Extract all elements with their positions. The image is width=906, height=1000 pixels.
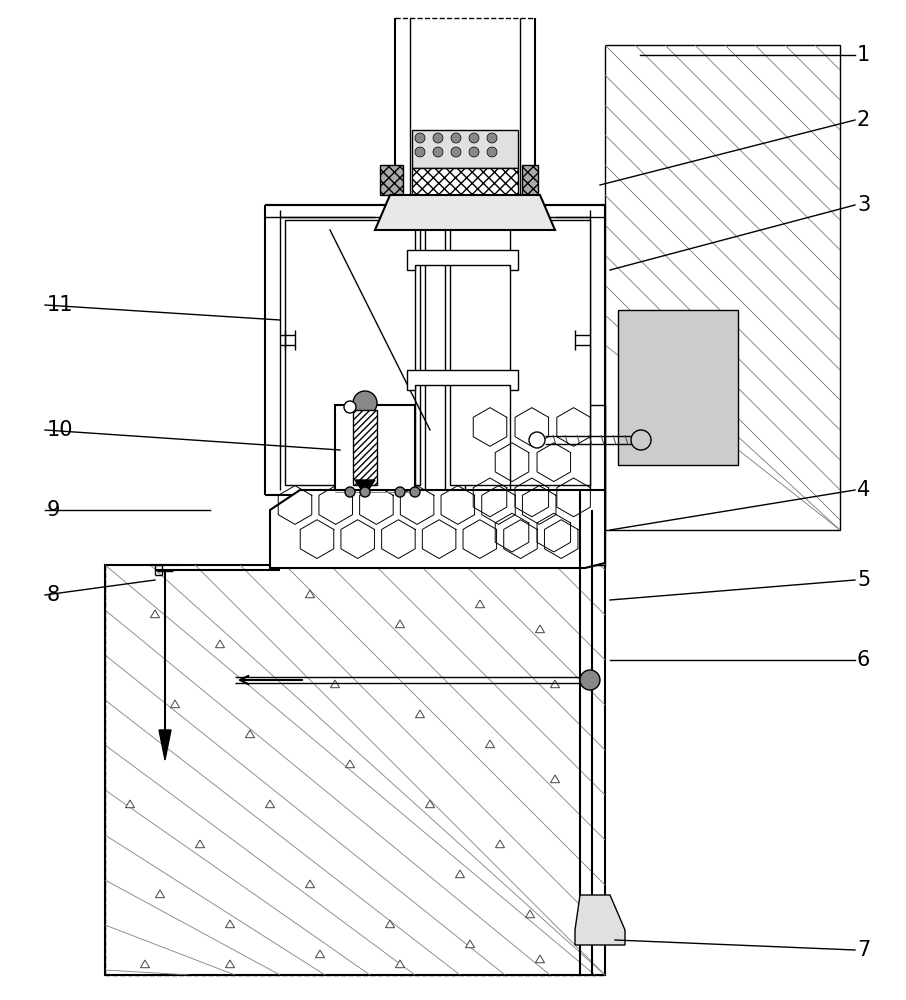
Polygon shape xyxy=(407,370,518,390)
Polygon shape xyxy=(380,165,403,195)
Text: 8: 8 xyxy=(47,585,60,605)
Polygon shape xyxy=(395,960,405,968)
Polygon shape xyxy=(226,960,235,968)
Polygon shape xyxy=(535,625,545,633)
Polygon shape xyxy=(375,195,555,230)
Polygon shape xyxy=(476,600,485,608)
Text: 4: 4 xyxy=(857,480,871,500)
Polygon shape xyxy=(456,870,465,878)
Polygon shape xyxy=(150,610,159,618)
Bar xyxy=(605,45,840,310)
Polygon shape xyxy=(486,740,495,748)
Polygon shape xyxy=(196,840,205,848)
Text: 11: 11 xyxy=(47,295,73,315)
Bar xyxy=(335,405,415,490)
Bar xyxy=(412,130,518,168)
Text: 10: 10 xyxy=(47,420,73,440)
Circle shape xyxy=(433,147,443,157)
Circle shape xyxy=(469,133,479,143)
Polygon shape xyxy=(105,565,605,975)
Text: 9: 9 xyxy=(47,500,61,520)
Polygon shape xyxy=(159,730,171,760)
Circle shape xyxy=(344,401,356,413)
Polygon shape xyxy=(466,940,475,948)
Polygon shape xyxy=(385,920,394,928)
Polygon shape xyxy=(156,890,165,898)
Circle shape xyxy=(433,133,443,143)
Polygon shape xyxy=(140,960,149,968)
Polygon shape xyxy=(426,800,435,808)
Polygon shape xyxy=(216,640,225,648)
Text: 2: 2 xyxy=(857,110,871,130)
Circle shape xyxy=(410,487,420,497)
Polygon shape xyxy=(270,490,605,568)
Polygon shape xyxy=(525,910,535,918)
Polygon shape xyxy=(407,250,518,270)
Polygon shape xyxy=(465,405,605,565)
Text: 1: 1 xyxy=(857,45,871,65)
Polygon shape xyxy=(355,480,375,495)
Polygon shape xyxy=(315,950,324,958)
Polygon shape xyxy=(246,730,255,738)
Polygon shape xyxy=(551,775,560,783)
Bar xyxy=(285,220,420,485)
Bar xyxy=(618,310,738,465)
Text: 7: 7 xyxy=(857,940,871,960)
Circle shape xyxy=(415,147,425,157)
Circle shape xyxy=(580,670,600,690)
Polygon shape xyxy=(605,45,840,530)
Circle shape xyxy=(415,133,425,143)
Circle shape xyxy=(345,487,355,497)
Bar xyxy=(353,410,377,485)
Text: 6: 6 xyxy=(857,650,871,670)
Circle shape xyxy=(529,432,545,448)
Bar xyxy=(450,220,590,485)
Polygon shape xyxy=(265,800,275,808)
Polygon shape xyxy=(345,760,354,768)
Circle shape xyxy=(631,430,651,450)
Circle shape xyxy=(395,487,405,497)
Circle shape xyxy=(353,391,377,415)
Polygon shape xyxy=(522,165,538,195)
Polygon shape xyxy=(226,920,235,928)
Polygon shape xyxy=(496,840,505,848)
Polygon shape xyxy=(575,895,625,945)
Circle shape xyxy=(487,133,497,143)
Polygon shape xyxy=(535,955,545,963)
Circle shape xyxy=(487,147,497,157)
Polygon shape xyxy=(125,800,135,808)
Polygon shape xyxy=(305,880,314,888)
Polygon shape xyxy=(395,620,405,628)
Polygon shape xyxy=(305,590,314,598)
Circle shape xyxy=(451,147,461,157)
Text: 3: 3 xyxy=(857,195,871,215)
Circle shape xyxy=(469,147,479,157)
Polygon shape xyxy=(331,680,340,688)
Bar xyxy=(412,168,518,203)
Circle shape xyxy=(451,133,461,143)
Polygon shape xyxy=(170,700,179,708)
Polygon shape xyxy=(551,680,560,688)
Circle shape xyxy=(360,487,370,497)
Polygon shape xyxy=(416,710,425,718)
Text: 5: 5 xyxy=(857,570,871,590)
